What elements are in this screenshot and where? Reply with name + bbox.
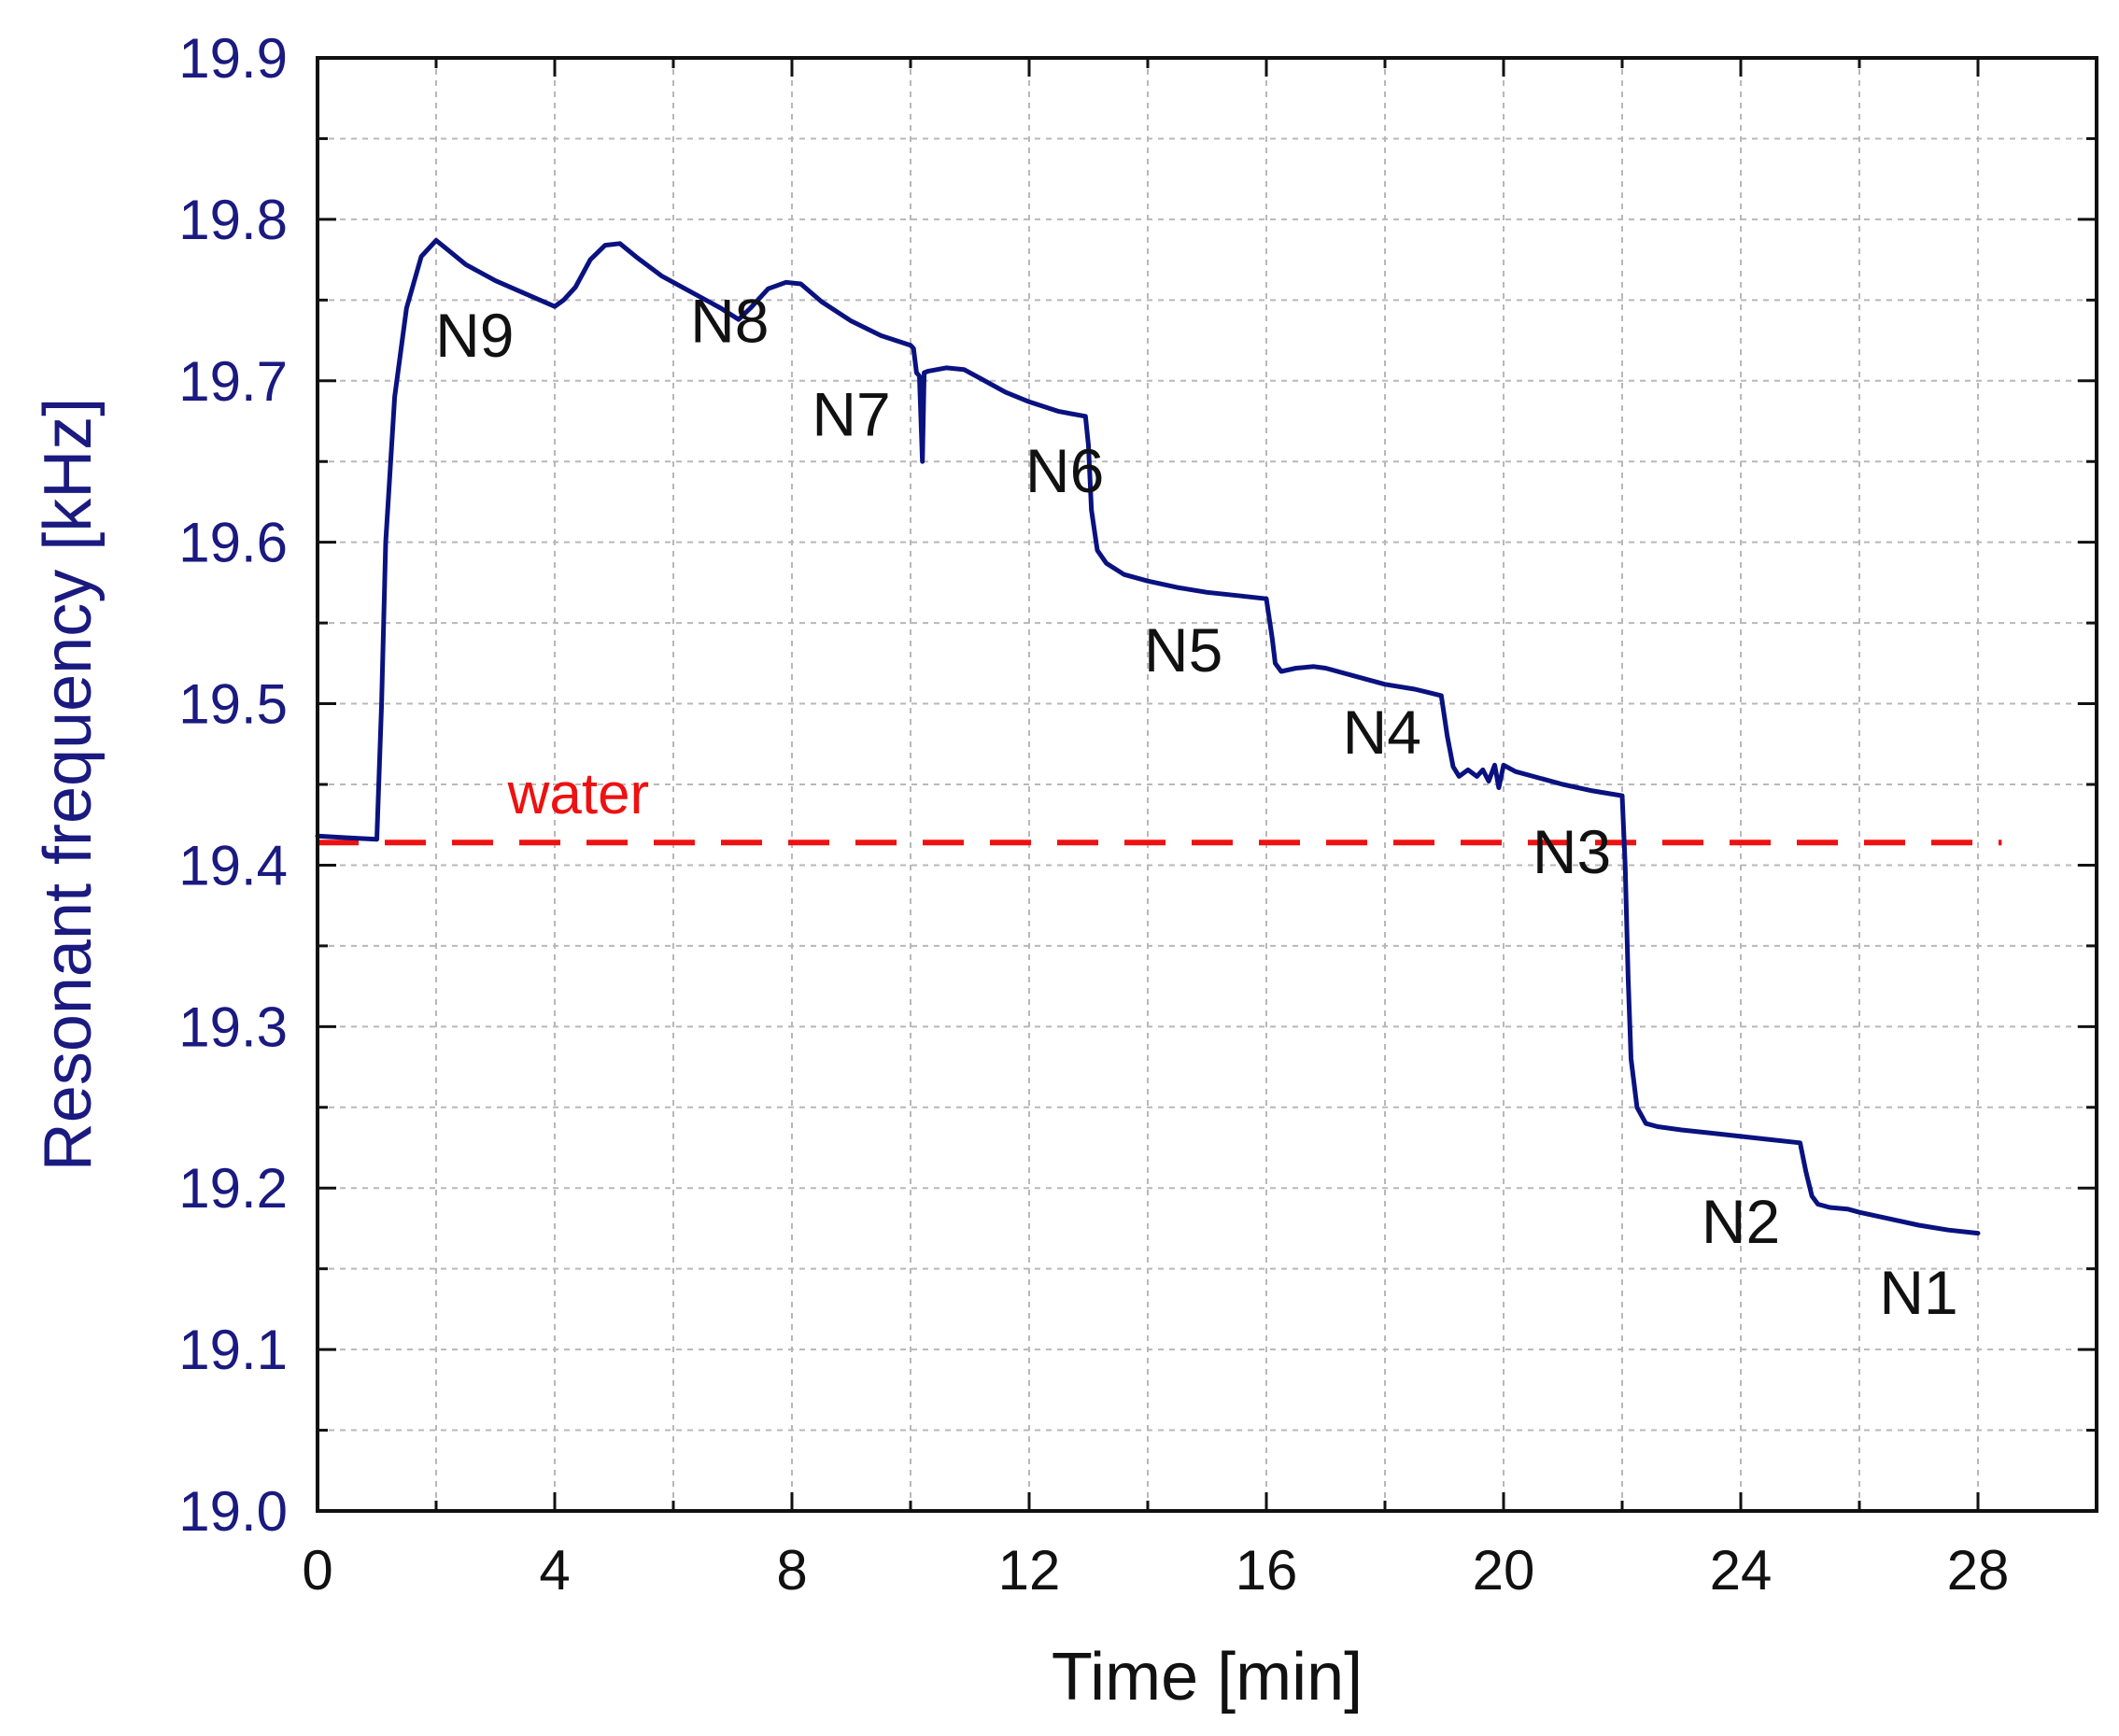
y-tick-label: 19.5 [178,673,288,736]
annotation-label: N5 [1144,615,1222,685]
y-tick-label: 19.0 [178,1480,288,1543]
annotation-label: N9 [435,301,514,370]
annotation-label: N2 [1702,1187,1780,1256]
annotation-label: N3 [1533,817,1611,886]
series-lines [315,237,1981,1236]
x-tick-labels: 0 4 8 12 16 20 24 28 [302,1539,2009,1602]
x-tick-label: 0 [302,1539,332,1602]
x-tick-label: 28 [1947,1539,2010,1602]
y-tick-labels: 19.0 19.1 19.2 19.3 19.4 19.5 19.6 19.7 19.8 19.9 [178,27,288,1543]
y-axis-title: Resonant frequency [kHz] [31,398,106,1171]
y-tick-label: 19.2 [178,1157,288,1220]
y-tick-label: 19.7 [178,350,288,413]
y-tick-label: 19.6 [178,512,288,574]
x-tick-label: 20 [1473,1539,1535,1602]
x-tick-label: 8 [776,1539,807,1602]
grid [318,58,2097,1511]
y-tick-label: 19.4 [178,834,288,896]
annotation-label: N7 [812,380,890,449]
x-tick-label: 24 [1710,1539,1773,1602]
y-tick-label: 19.8 [178,189,288,251]
annotation-label: N1 [1879,1258,1957,1327]
annotation-label: N6 [1025,436,1104,505]
annotations: N9 N8 N7 N6 N5 N4 N3 N2 N1 water [435,286,1958,1327]
y-tick-label: 19.1 [178,1319,288,1381]
annotation-label: N8 [690,286,769,355]
annotation-label: N4 [1343,698,1421,767]
water-label: water [507,762,650,826]
x-tick-label: 12 [998,1539,1061,1602]
x-tick-label: 16 [1236,1539,1298,1602]
x-axis-title: Time [min] [1052,1640,1363,1715]
x-tick-label: 4 [539,1539,570,1602]
series-line [315,237,1981,1236]
y-tick-label: 19.9 [178,27,288,90]
plot-frame [316,56,2098,1513]
y-tick-label: 19.3 [178,995,288,1058]
